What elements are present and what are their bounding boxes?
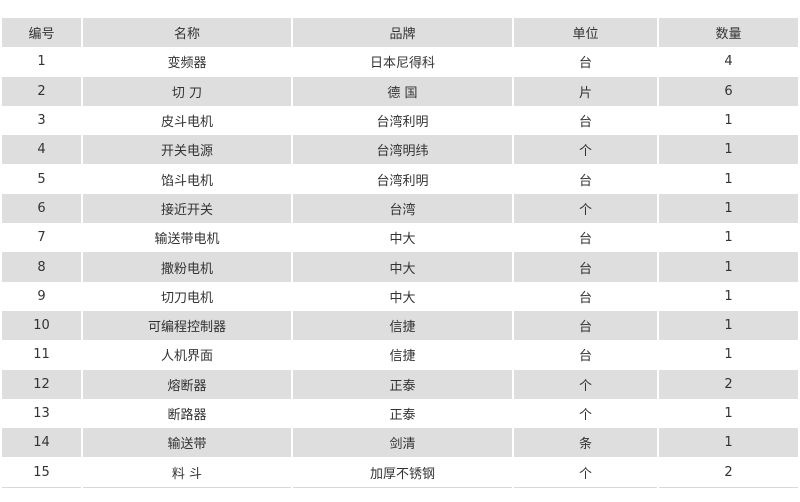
cell-quantity: 4: [657, 47, 798, 77]
cell-name: 切 刀: [81, 76, 292, 106]
cell-brand: 中大: [291, 281, 513, 311]
cell-quantity: 1: [657, 135, 798, 165]
cell-brand: 正泰: [291, 369, 513, 399]
cell-unit: 台: [512, 340, 658, 370]
cell-unit: 台: [512, 47, 658, 77]
cell-brand: 台湾: [291, 193, 513, 224]
cell-brand: 加厚不锈钢: [291, 457, 513, 488]
cell-unit: 条: [512, 428, 658, 458]
cell-number: 3: [37, 113, 46, 129]
header-quantity: 数量: [657, 18, 798, 48]
cell-number: 7: [37, 230, 46, 246]
cell-number: 8: [2, 252, 82, 282]
table-row: 15 料 斗加厚不锈钢个 2: [2, 457, 798, 488]
cell-quantity: 1: [657, 223, 798, 253]
table-row: 10 可编程控制器 信捷台 1: [2, 310, 798, 341]
table-row: 8 撒粉电机 中大台 1: [2, 252, 798, 282]
cell-unit: 台: [512, 252, 658, 282]
cell-quantity: 1: [657, 428, 798, 458]
cell-unit: 个: [512, 398, 658, 429]
cell-brand: 剑清: [291, 428, 513, 458]
cell-unit: 个: [512, 135, 658, 165]
parts-table: 编号 名称 品牌 单位 数量 1 变频器 日本尼得科台 4 2 切 刀德 国片 6 3 皮斗电机 台湾利明台…: [2, 18, 798, 488]
table-row: 11 人机界面 信捷台 1: [2, 340, 798, 370]
cell-quantity: 2: [657, 369, 798, 399]
cell-quantity: 1: [657, 105, 798, 136]
cell-unit: 台: [512, 281, 658, 311]
cell-unit: 台: [512, 223, 658, 253]
cell-number: 9: [37, 288, 46, 304]
cell-name: 输送带电机: [81, 223, 292, 253]
cell-quantity: 1: [657, 193, 798, 224]
cell-brand: 中大: [291, 223, 513, 253]
cell-quantity: 1: [657, 310, 798, 341]
table-row: 14 输送带 剑清条 1: [2, 428, 798, 458]
cell-quantity: 1: [657, 252, 798, 282]
cell-unit: 个: [512, 369, 658, 399]
cell-number: 5: [37, 171, 46, 187]
cell-quantity: 1: [657, 340, 798, 370]
table-row: 9 切刀电机 中大台 1: [2, 281, 798, 311]
cell-name: 皮斗电机: [81, 105, 292, 136]
cell-brand: 信捷: [291, 340, 513, 370]
header-brand: 品牌: [291, 18, 513, 48]
cell-unit: 片: [512, 76, 658, 106]
cell-name: 撒粉电机: [81, 252, 292, 282]
cell-number: 11: [33, 347, 50, 363]
cell-unit: 个: [512, 457, 658, 488]
cell-number: 10: [2, 310, 82, 341]
cell-number: 14: [2, 428, 82, 458]
table-row: 4 开关电源 台湾明纬个 1: [2, 135, 798, 165]
header-unit: 单位: [512, 18, 658, 48]
cell-brand: 中大: [291, 252, 513, 282]
cell-brand: 台湾利明: [291, 164, 513, 194]
cell-name: 切刀电机: [81, 281, 292, 311]
cell-brand: 信捷: [291, 310, 513, 341]
cell-unit: 台: [512, 105, 658, 136]
table-row: 7 输送带电机 中大台 1: [2, 223, 798, 253]
cell-name: 断路器: [81, 398, 292, 429]
cell-name: 变频器: [81, 47, 292, 77]
cell-unit: 台: [512, 310, 658, 341]
table-row: 3 皮斗电机 台湾利明台 1: [2, 105, 798, 136]
cell-number: 4: [2, 135, 82, 165]
cell-number: 2: [2, 76, 82, 106]
cell-brand: 日本尼得科: [291, 47, 513, 77]
cell-brand: 正泰: [291, 398, 513, 429]
cell-quantity: 2: [657, 457, 798, 488]
header-name: 名称: [81, 18, 292, 48]
cell-number: 15: [2, 457, 82, 488]
cell-name: 馅斗电机: [81, 164, 292, 194]
cell-name: 接近开关: [81, 193, 292, 224]
cell-number: 12: [2, 369, 82, 399]
header-row: 编号 名称 品牌 单位 数量: [2, 18, 798, 48]
cell-name: 开关电源: [81, 135, 292, 165]
cell-number: 1: [37, 54, 46, 70]
cell-brand: 台湾明纬: [291, 135, 513, 165]
cell-brand: 台湾利明: [291, 105, 513, 136]
cell-quantity: 1: [657, 164, 798, 194]
cell-name: 可编程控制器: [81, 310, 292, 341]
header-number: 编号: [2, 18, 82, 48]
table-row: 6 接近开关 台湾个 1: [2, 193, 798, 224]
table-row: 12 熔断器 正泰个 2: [2, 369, 798, 399]
cell-name: 熔断器: [81, 369, 292, 399]
cell-quantity: 6: [657, 76, 798, 106]
cell-name: 人机界面: [81, 340, 292, 370]
table-row: 5 馅斗电机 台湾利明台 1: [2, 164, 798, 194]
cell-name: 料 斗: [81, 457, 292, 488]
cell-quantity: 1: [657, 398, 798, 429]
cell-unit: 台: [512, 164, 658, 194]
cell-brand: 德 国: [291, 76, 513, 106]
cell-unit: 个: [512, 193, 658, 224]
cell-quantity: 1: [657, 281, 798, 311]
cell-number: 6: [2, 193, 82, 224]
table-row: 13 断路器 正泰个 1: [2, 398, 798, 429]
table-row: 1 变频器 日本尼得科台 4: [2, 47, 798, 77]
cell-name: 输送带: [81, 428, 292, 458]
cell-number: 13: [33, 406, 50, 421]
